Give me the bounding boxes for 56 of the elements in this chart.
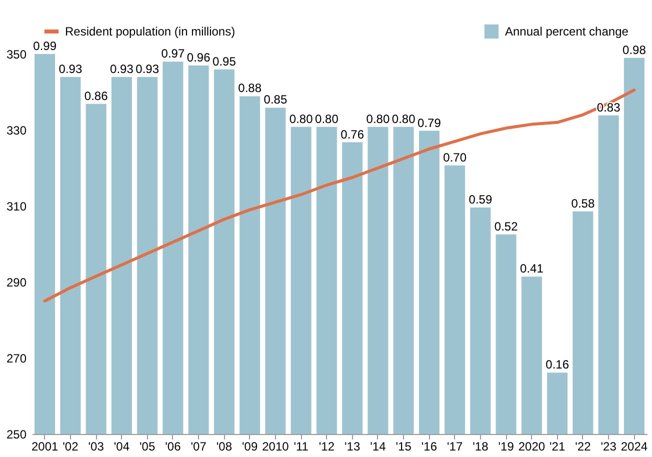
x-tick-label: '14: [370, 440, 386, 454]
x-tick-label: '07: [190, 440, 207, 454]
y-tick-label: 330: [6, 124, 27, 138]
x-tick-label: '09: [242, 440, 258, 454]
y-tick-label: 290: [6, 276, 27, 290]
y-tick-label: 310: [6, 200, 27, 214]
x-tick-label: '02: [62, 440, 79, 454]
data-label: 0.96: [186, 50, 211, 65]
data-label: 0.59: [468, 192, 492, 207]
x-tick-label: '12: [318, 440, 335, 454]
data-label: 0.58: [571, 196, 595, 210]
data-label: 0.83: [596, 100, 621, 114]
data-label: 0.93: [110, 62, 134, 76]
data-label: 0.76: [340, 127, 364, 142]
x-tick-label: '05: [139, 440, 156, 454]
data-label: 0.86: [84, 88, 108, 103]
data-label: 0.93: [58, 62, 82, 76]
data-label: 0.97: [161, 46, 185, 61]
x-tick-label: '08: [216, 440, 232, 454]
data-label: 0.98: [622, 42, 646, 57]
x-tick-label: '04: [114, 440, 130, 454]
x-tick-label: '11: [294, 440, 309, 454]
data-label: 0.80: [289, 112, 314, 126]
data-label: 0.93: [136, 62, 160, 76]
y-tick-label: 270: [6, 352, 27, 366]
x-tick-label: '22: [575, 440, 592, 454]
legend-label: Resident population (in millions): [65, 24, 236, 38]
data-label: 0.95: [212, 54, 236, 68]
x-tick-label: 2001: [31, 440, 58, 454]
data-label: 0.85: [264, 92, 288, 107]
data-label: 0.99: [33, 39, 57, 53]
y-tick-label: 350: [6, 48, 27, 62]
x-tick-label: '19: [498, 440, 514, 454]
data-label: 0.80: [392, 112, 416, 126]
data-label: 0.16: [546, 358, 570, 372]
x-tick-label: '21: [549, 440, 566, 454]
data-label: 0.79: [418, 116, 442, 130]
data-label: 0.88: [238, 81, 262, 96]
x-tick-label: '15: [396, 440, 412, 454]
data-label: 0.41: [520, 262, 544, 276]
x-tick-label: '03: [88, 440, 104, 454]
x-tick-label: '16: [421, 440, 438, 454]
x-tick-label: 2020: [518, 440, 546, 454]
legend-label: Annual percent change: [505, 24, 629, 38]
x-tick-label: '06: [165, 440, 182, 454]
x-tick-label: 2010: [262, 440, 290, 454]
x-tick-label: '17: [446, 440, 463, 454]
data-label: 0.80: [315, 112, 339, 126]
data-label: 0.70: [443, 150, 467, 164]
data-label: 0.80: [366, 112, 390, 126]
data-label: 0.52: [494, 219, 518, 234]
x-tick-label: 2024: [620, 440, 648, 454]
x-tick-label: '23: [600, 440, 617, 454]
x-tick-label: '18: [472, 440, 489, 454]
x-tick-label: '13: [344, 440, 360, 454]
y-tick-label: 250: [6, 428, 27, 442]
